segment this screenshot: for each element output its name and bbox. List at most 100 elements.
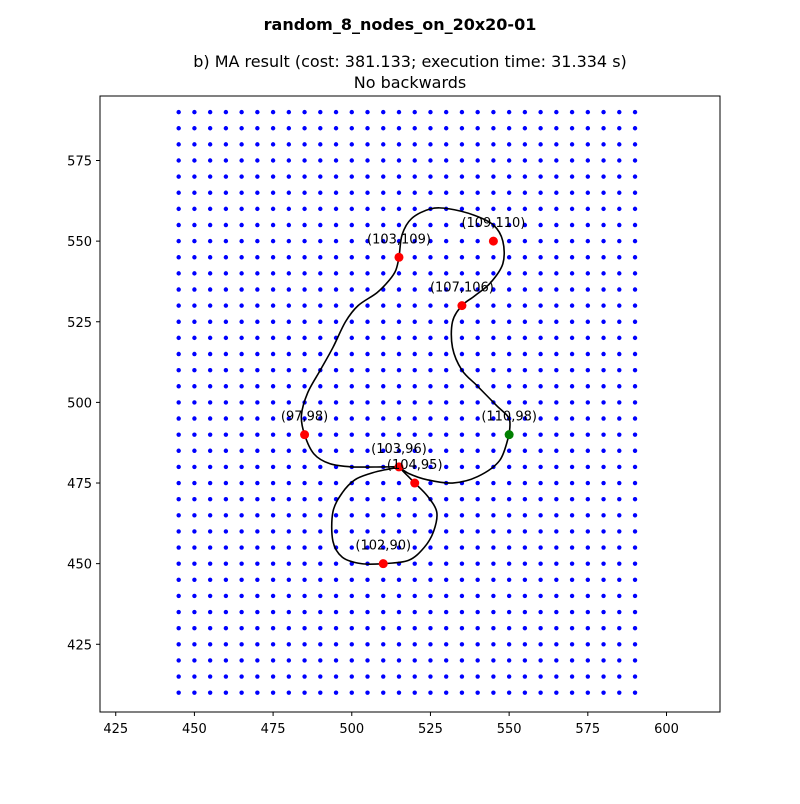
grid-point [318,142,323,147]
grid-point [286,513,292,518]
grid-point [365,496,370,502]
grid-point [632,464,638,470]
grid-point [176,319,181,324]
grid-point [412,674,417,679]
grid-point [632,690,638,695]
grid-point [333,222,339,228]
grid-point [554,109,559,115]
grid-point [491,513,496,518]
grid-point [349,593,354,599]
grid-point [475,126,480,131]
grid-point [286,174,292,179]
grid-point [569,335,575,341]
grid-point [428,174,433,179]
grid-point [239,142,244,147]
grid-point [286,384,292,389]
grid-point [176,109,181,115]
grid-point [632,142,638,147]
grid-point [302,464,307,470]
grid-point [459,496,465,502]
grid-point [286,593,292,599]
grid-point [601,674,606,679]
grid-point [632,367,638,373]
grid-point [239,593,244,599]
grid-point [239,529,244,534]
grid-point [522,513,528,518]
grid-point [349,238,354,244]
grid-point [381,609,386,615]
grid-point [601,609,606,615]
grid-point [207,174,213,179]
grid-point [538,529,543,534]
grid-point [506,222,512,228]
grid-point [286,319,292,324]
grid-point [428,222,433,228]
grid-point [396,142,402,147]
grid-point [538,448,543,453]
grid-point [522,400,528,405]
grid-point [207,593,213,599]
grid-point [396,174,402,179]
grid-point [554,561,559,566]
grid-point [443,432,449,437]
grid-point [176,271,181,276]
grid-point [475,609,480,615]
grid-point [554,238,559,244]
grid-point [349,625,354,631]
grid-point [475,271,480,276]
grid-point [207,255,213,260]
grid-point [333,448,339,453]
grid-point [554,448,559,453]
grid-point [443,464,449,470]
grid-point [302,480,307,486]
x-tick-label: 550 [497,722,522,737]
grid-point [585,351,591,357]
grid-point [554,496,559,502]
grid-point [365,658,370,663]
grid-point [207,416,213,421]
grid-point [239,496,244,502]
grid-point [475,577,480,582]
grid-point [569,513,575,518]
grid-point [381,142,386,147]
grid-point [601,529,606,534]
grid-point [349,351,354,357]
grid-point [365,625,370,631]
grid-point [538,126,543,131]
grid-point [396,319,402,324]
grid-point [601,577,606,582]
grid-point [223,674,229,679]
grid-point [569,222,575,228]
grid-point [428,126,433,131]
grid-point [176,126,181,131]
grid-point [365,690,370,695]
grid-point [365,335,370,341]
grid-point [286,496,292,502]
grid-point [522,593,528,599]
grid-point [286,658,292,663]
grid-point [491,351,496,357]
grid-point [569,400,575,405]
grid-point [428,367,433,373]
grid-point [443,335,449,341]
grid-point [459,109,465,115]
grid-point [192,384,197,389]
grid-point [475,335,480,341]
grid-point [270,448,276,453]
grid-point [349,206,354,212]
grid-point [302,271,307,276]
node-point [488,236,498,246]
node-point [300,430,310,440]
grid-point [506,674,512,679]
grid-point [192,416,197,421]
grid-point [396,690,402,695]
grid-point [349,674,354,679]
grid-point [443,174,449,179]
grid-point [522,384,528,389]
grid-point [522,448,528,453]
grid-point [302,577,307,582]
grid-point [333,658,339,663]
grid-point [412,142,417,147]
grid-point [412,126,417,131]
grid-point [239,238,244,244]
